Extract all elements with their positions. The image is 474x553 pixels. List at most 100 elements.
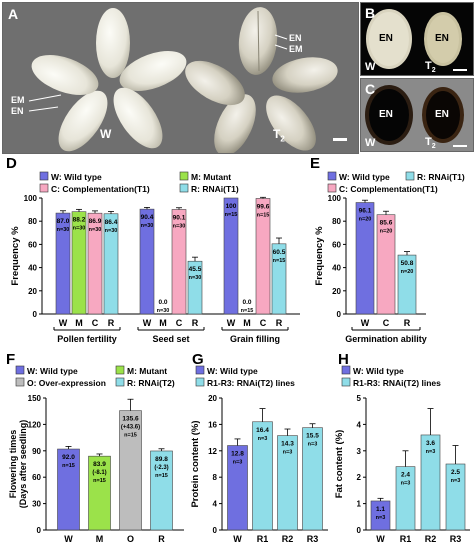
- y-axis-title-F: Flowering times: [8, 430, 18, 499]
- n-label-H-0: n=3: [376, 515, 386, 521]
- x-tick-label-G-1: R1: [257, 534, 269, 544]
- data-label-G-0: 12.8: [231, 451, 244, 458]
- x-tick-label-D-0: W: [59, 318, 68, 328]
- rice-grains-illustration: [28, 7, 347, 153]
- legend-label-G-1: R1-R3: RNAi(T2) lines: [207, 378, 295, 388]
- data-label-G-1: 16.4: [256, 427, 269, 434]
- y-tick-label-D-4: 80: [28, 217, 37, 226]
- bar-D-1: [71, 211, 87, 315]
- scale-bar: [333, 138, 347, 141]
- n-label-F-2: n=15: [124, 433, 137, 439]
- y-tick-label-E-0: 0: [337, 310, 342, 319]
- x-tick-label-E-0: W: [361, 318, 370, 328]
- panel-letter-G: G: [192, 351, 204, 368]
- data-label-D-2: 86.9: [89, 218, 102, 225]
- label-en-left: EN: [11, 106, 24, 116]
- y-tick-label-D-0: 0: [33, 310, 38, 319]
- x-tick-label-D-9: M: [243, 318, 251, 328]
- y-tick-label-H-1: 1: [357, 500, 362, 509]
- bar-F-3: [150, 450, 173, 531]
- y-tick-label-F-5: 150: [28, 394, 42, 403]
- n-label-D-2: n=30: [89, 227, 102, 233]
- x-tick-label-D-1: M: [75, 318, 83, 328]
- legend-label-F-1: M: Mutant: [127, 366, 167, 376]
- legend-label-D-1: M: Mutant: [191, 172, 231, 182]
- data-label-D-8: 100: [226, 203, 237, 210]
- label-en-right: EN: [289, 33, 302, 43]
- data-label-D-7: 45.5: [189, 266, 202, 273]
- label-t2: T2: [273, 127, 285, 144]
- n-label-G-0: n=3: [233, 460, 243, 466]
- y-tick-label-G-4: 16: [208, 420, 217, 429]
- panel-c-letter: C: [365, 81, 376, 97]
- legend-swatch-D-3: [179, 183, 189, 193]
- c-label-en-left: EN: [379, 109, 393, 120]
- n-label-H-2: n=3: [426, 449, 436, 455]
- data-label-E-2: 50.8: [401, 260, 414, 267]
- data-label-F-1: 83.9: [93, 461, 106, 468]
- data-label-D-3: 86.4: [105, 219, 118, 226]
- n-label-H-1: n=3: [401, 481, 411, 487]
- panel-a-photo: A EM EN EN EM W T2: [2, 2, 359, 154]
- y-tick-label-F-4: 120: [28, 420, 42, 429]
- y-tick-label-H-2: 2: [357, 473, 362, 482]
- bar-F-0: [57, 448, 80, 531]
- bar-G-1: [252, 421, 273, 531]
- legend-label-F-3: R: RNAi(T2): [127, 378, 175, 388]
- panel-letter-E: E: [310, 155, 320, 172]
- n-label-D-5: n=30: [157, 308, 170, 314]
- b-label-t2: T2: [425, 60, 436, 75]
- x-tick-label-F-3: R: [158, 534, 165, 544]
- x-tick-label-D-11: R: [276, 318, 283, 328]
- panel-c-photo: C EN EN W T2: [360, 78, 474, 152]
- y-tick-label-G-5: 20: [208, 394, 217, 403]
- chart-g-protein: GW: Wild type R1-R3: RNAi(T2) lines 0 4 8 12 1…: [190, 351, 328, 544]
- y-axis-title-D: Frequency %: [10, 226, 21, 286]
- y-tick-label-D-1: 20: [28, 287, 37, 296]
- data-label-G-2: 14.3: [281, 441, 294, 448]
- data-label-D-6: 90.1: [173, 214, 186, 221]
- chart-e-germination: E W: Wild type R: RNAi(T1) C: Complementati…: [310, 155, 465, 344]
- legend-label-E-0: W: Wild type: [339, 172, 390, 182]
- t2-grains: [185, 7, 338, 153]
- label-em-right: EM: [289, 44, 303, 54]
- data-label-D-0: 87.0: [57, 218, 70, 225]
- c-label-w: W: [365, 137, 376, 149]
- data-label-D-11: 60.5: [273, 249, 286, 256]
- legend-label-E-1: R: RNAi(T1): [417, 172, 465, 182]
- y-axis-title-E: Frequency %: [314, 226, 325, 286]
- n-label-D-1: n=30: [73, 226, 86, 232]
- x-tick-label-E-2: R: [404, 318, 411, 328]
- n-label-F-0: n=15: [62, 463, 75, 469]
- legend-swatch-G-1: [195, 377, 205, 387]
- data-label-D-4: 90.4: [141, 214, 154, 221]
- y-tick-label-E-5: 100: [328, 194, 342, 203]
- y-tick-label-H-4: 4: [357, 420, 362, 429]
- x-tick-label-H-1: R1: [400, 534, 412, 544]
- x-tick-label-D-2: C: [92, 318, 99, 328]
- y-tick-label-D-5: 100: [24, 194, 38, 203]
- x-tick-label-D-5: M: [159, 318, 167, 328]
- y-tick-label-D-3: 60: [28, 240, 37, 249]
- x-tick-label-D-6: C: [176, 318, 183, 328]
- y-tick-label-H-0: 0: [357, 526, 362, 535]
- x-tick-label-H-2: R2: [425, 534, 437, 544]
- y-tick-label-H-3: 3: [357, 447, 362, 456]
- legend-label-D-2: C: Complementation(T1): [51, 184, 150, 194]
- legend-swatch-D-0: [39, 171, 49, 181]
- legend-swatch-D-1: [179, 171, 189, 181]
- y-tick-label-E-3: 60: [332, 240, 341, 249]
- y-axis-title-G: Protein content (%): [190, 420, 201, 507]
- n-label-D-6: n=30: [173, 223, 186, 229]
- n-label-F-3: n=15: [155, 473, 168, 479]
- y-tick-label-E-2: 40: [332, 264, 341, 273]
- legend-swatch-E-0: [327, 171, 337, 181]
- legend-label-G-0: W: Wild type: [207, 366, 258, 376]
- x-tick-label-F-1: M: [96, 534, 104, 544]
- y-tick-label-G-2: 8: [213, 473, 218, 482]
- c-label-en-right: EN: [435, 109, 449, 120]
- n-label-D-7: n=30: [189, 275, 202, 281]
- x-tick-label-D-7: R: [192, 318, 199, 328]
- group-label-D-2: Grain filling: [230, 334, 280, 344]
- n-label-E-0: n=20: [359, 217, 372, 223]
